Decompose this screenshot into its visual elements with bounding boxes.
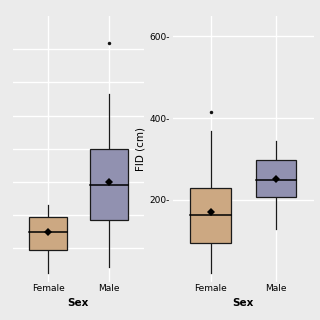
X-axis label: Sex: Sex bbox=[68, 298, 89, 308]
X-axis label: Sex: Sex bbox=[233, 298, 254, 308]
Bar bbox=[29, 217, 67, 250]
Bar bbox=[90, 149, 128, 220]
Y-axis label: FID (cm): FID (cm) bbox=[135, 127, 145, 171]
Bar bbox=[190, 188, 231, 243]
Bar bbox=[256, 160, 296, 196]
